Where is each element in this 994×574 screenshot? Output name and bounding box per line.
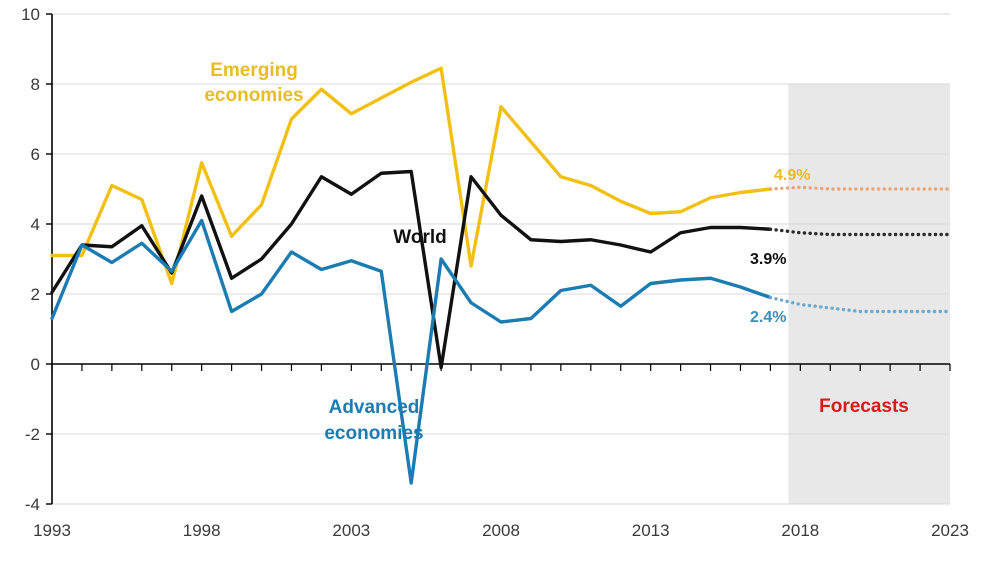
forecasts-label: Forecasts (819, 396, 909, 417)
emerging-economies-label-line1: Emerging (210, 60, 298, 81)
x-tick-label: 2013 (632, 521, 670, 540)
y-tick-label: 8 (31, 75, 40, 94)
y-tick-label: -2 (25, 425, 40, 444)
x-tick-label: 2008 (482, 521, 520, 540)
x-tick-label: 1993 (33, 521, 71, 540)
x-tick-label: 2003 (332, 521, 370, 540)
x-tick-label: 2018 (781, 521, 819, 540)
advanced-end-value-label: 2.4% (750, 309, 786, 326)
emerging-end-value-label: 4.9% (774, 167, 810, 184)
line-advanced-economies (50, 218, 773, 485)
x-axis-tick-labels: 1993 1998 2003 2008 2013 2018 2023 (33, 521, 969, 540)
line-emerging-economies (50, 66, 773, 286)
forecast-line-emerging-economies (768, 185, 952, 191)
y-tick-label: 6 (31, 145, 40, 164)
x-tick-label: 2023 (931, 521, 969, 540)
forecast-line-world (768, 227, 952, 237)
y-axis-tick-labels: -4 -2 0 2 4 6 8 10 (21, 5, 40, 514)
world-label: World (393, 227, 446, 248)
axes (46, 13, 951, 505)
emerging-economies-label-line2: economies (204, 85, 303, 106)
x-tick-label: 1998 (183, 521, 221, 540)
chart-annotations: Emerging economies World Advanced economies F… (204, 60, 909, 444)
advanced-economies-label-line1: Advanced (329, 397, 420, 418)
y-tick-label: 10 (21, 5, 40, 24)
y-tick-label: -4 (25, 495, 40, 514)
y-tick-label: 4 (31, 215, 40, 234)
forecast-line-advanced-economies (768, 295, 952, 314)
world-end-value-label: 3.9% (750, 251, 786, 268)
y-tick-label: 2 (31, 285, 40, 304)
advanced-economies-label-line2: economies (324, 423, 423, 444)
line-world (50, 169, 773, 370)
data-series (50, 66, 952, 485)
y-tick-label: 0 (31, 355, 40, 374)
